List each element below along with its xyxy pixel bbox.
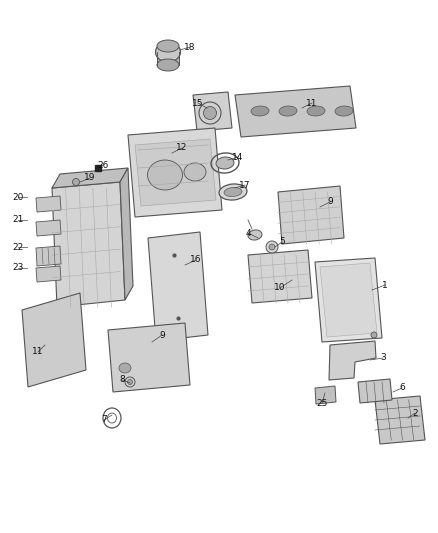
Text: 7: 7 bbox=[101, 416, 107, 424]
Text: 3: 3 bbox=[380, 353, 386, 362]
Polygon shape bbox=[235, 86, 356, 137]
Ellipse shape bbox=[127, 379, 133, 384]
Polygon shape bbox=[36, 246, 61, 266]
Text: 4: 4 bbox=[245, 229, 251, 238]
Text: 2: 2 bbox=[412, 408, 418, 417]
Polygon shape bbox=[248, 250, 312, 303]
Polygon shape bbox=[193, 92, 232, 131]
Polygon shape bbox=[320, 263, 377, 337]
Text: 23: 23 bbox=[12, 263, 24, 272]
Ellipse shape bbox=[155, 42, 180, 62]
Ellipse shape bbox=[157, 40, 179, 52]
Polygon shape bbox=[36, 266, 61, 282]
Text: 19: 19 bbox=[84, 174, 96, 182]
Polygon shape bbox=[315, 258, 382, 342]
Ellipse shape bbox=[371, 332, 377, 338]
Ellipse shape bbox=[251, 106, 269, 116]
Ellipse shape bbox=[204, 107, 216, 119]
Text: 15: 15 bbox=[192, 99, 204, 108]
Text: 22: 22 bbox=[12, 243, 24, 252]
Ellipse shape bbox=[248, 230, 262, 240]
Polygon shape bbox=[120, 168, 133, 300]
Text: 9: 9 bbox=[327, 198, 333, 206]
Ellipse shape bbox=[216, 157, 234, 169]
Text: 17: 17 bbox=[239, 181, 251, 190]
Polygon shape bbox=[375, 396, 425, 444]
Ellipse shape bbox=[269, 244, 275, 250]
Ellipse shape bbox=[219, 184, 247, 200]
Ellipse shape bbox=[157, 59, 179, 71]
Polygon shape bbox=[329, 341, 376, 380]
Polygon shape bbox=[278, 186, 344, 244]
Ellipse shape bbox=[307, 106, 325, 116]
Polygon shape bbox=[36, 220, 61, 236]
Polygon shape bbox=[315, 386, 336, 404]
Polygon shape bbox=[52, 182, 125, 307]
Text: 8: 8 bbox=[119, 376, 125, 384]
Text: 14: 14 bbox=[232, 152, 244, 161]
Text: 10: 10 bbox=[274, 284, 286, 293]
Text: 11: 11 bbox=[32, 348, 44, 357]
Ellipse shape bbox=[73, 179, 80, 185]
Ellipse shape bbox=[279, 106, 297, 116]
Polygon shape bbox=[128, 128, 222, 217]
Polygon shape bbox=[148, 232, 208, 341]
Text: 1: 1 bbox=[382, 280, 388, 289]
Polygon shape bbox=[22, 293, 86, 387]
Text: 18: 18 bbox=[184, 43, 196, 52]
Text: 5: 5 bbox=[279, 238, 285, 246]
Text: 16: 16 bbox=[190, 255, 202, 264]
Polygon shape bbox=[135, 139, 216, 206]
Ellipse shape bbox=[125, 377, 135, 387]
Polygon shape bbox=[157, 52, 179, 65]
Text: 20: 20 bbox=[12, 192, 24, 201]
Text: 21: 21 bbox=[12, 215, 24, 224]
Text: 6: 6 bbox=[399, 384, 405, 392]
Ellipse shape bbox=[335, 106, 353, 116]
Polygon shape bbox=[108, 323, 190, 392]
Polygon shape bbox=[358, 379, 392, 403]
Ellipse shape bbox=[224, 188, 242, 197]
Ellipse shape bbox=[184, 163, 206, 181]
Text: 25: 25 bbox=[316, 399, 328, 408]
Text: 11: 11 bbox=[306, 99, 318, 108]
Polygon shape bbox=[52, 168, 128, 188]
Text: 12: 12 bbox=[177, 143, 188, 152]
Ellipse shape bbox=[266, 241, 278, 253]
Text: 9: 9 bbox=[159, 330, 165, 340]
Ellipse shape bbox=[148, 160, 183, 190]
Ellipse shape bbox=[119, 363, 131, 373]
Text: 26: 26 bbox=[97, 160, 109, 169]
Polygon shape bbox=[36, 196, 61, 212]
